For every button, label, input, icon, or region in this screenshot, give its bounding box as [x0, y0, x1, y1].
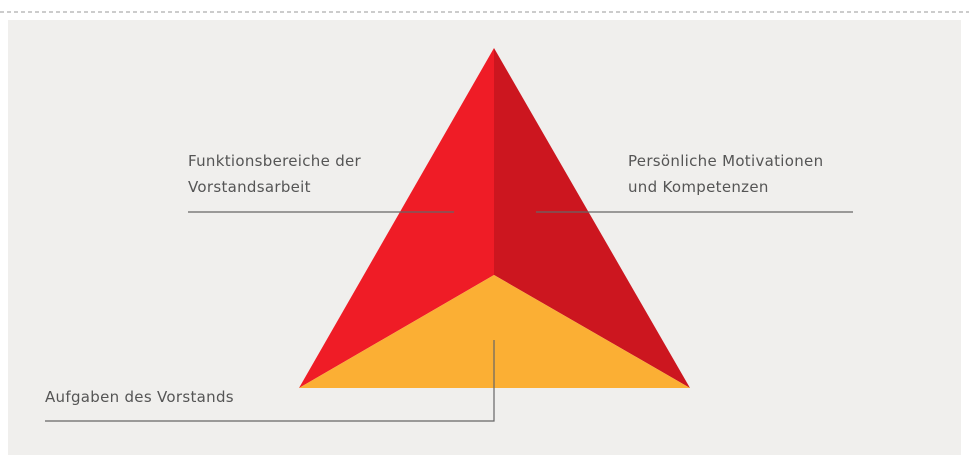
right-label: Persönliche Motivationen	[628, 152, 823, 170]
bottom-label: Aufgaben des Vorstands	[45, 388, 234, 406]
right-face	[494, 48, 690, 388]
bottom-face	[299, 275, 690, 388]
left-face	[299, 48, 494, 388]
bottom-leader	[45, 340, 495, 422]
left-label: Funktionsbereiche der	[188, 152, 362, 170]
left-label: Vorstandsarbeit	[188, 178, 311, 196]
right-label: und Kompetenzen	[628, 178, 769, 196]
